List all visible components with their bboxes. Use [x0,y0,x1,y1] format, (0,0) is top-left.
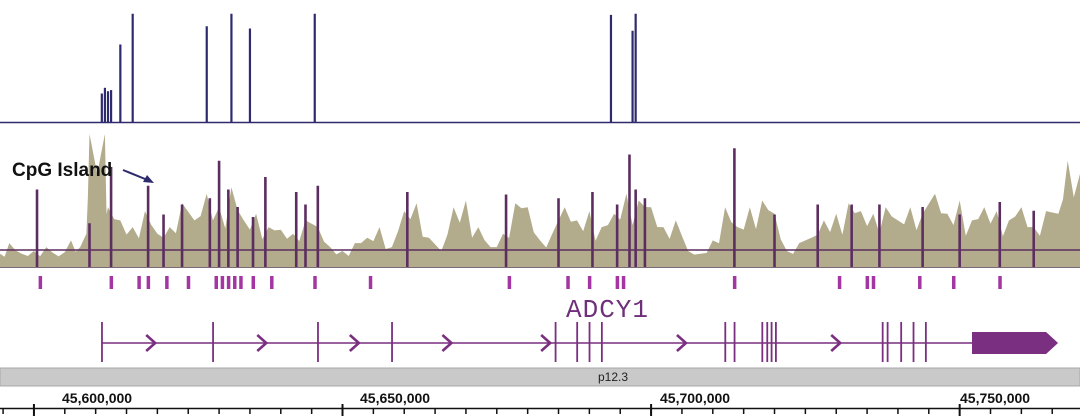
coordinate-label-2: 45,650,000 [360,390,430,406]
strand-arrow-icon [441,334,454,352]
strand-arrow-icon [830,334,843,352]
gene-exon [761,322,764,362]
feature-marker [951,276,956,289]
strand-arrow-icon [145,334,158,352]
feature-marker [226,276,231,289]
feature-marker [621,276,626,289]
feature-marker [865,276,870,289]
gene-exon [766,322,769,362]
gene-exon [774,322,777,362]
strand-arrow-icon [348,334,361,352]
gene-exon [576,322,579,362]
feature-marker [38,276,43,289]
gene-exon [588,322,591,362]
coordinate-label-3: 45,700,000 [660,390,730,406]
gene-direction-arrows [145,334,843,352]
feature-marker [214,276,218,289]
top-peaks [100,13,637,122]
ruler-minor-ticks [2,409,1053,414]
gene-name-label: ADCY1 [566,295,649,325]
gene-exon [770,322,773,362]
strand-arrow-icon [540,334,553,352]
gene-exon [317,322,319,362]
feature-marker [220,276,225,289]
feature-marker [566,276,570,289]
cytoband-bar [0,367,1080,387]
gene-exon [101,322,103,362]
cpg-island-annotation: CpG Island [12,160,154,183]
coordinate-ruler: 45,600,000 45,650,000 45,700,000 45,750,… [0,390,1080,416]
feature-marker [837,276,842,289]
strand-arrow-icon [676,334,688,352]
feature-marker [313,276,317,289]
gene-exon [724,322,727,362]
gene-exon [924,322,927,362]
feature-marker [615,276,620,289]
gene-exon [733,322,736,362]
feature-marker [732,276,737,289]
top-peak-track [0,13,1080,124]
feature-marker [871,276,876,289]
cpg-arrowhead-icon [143,175,154,183]
feature-marker [165,276,169,289]
coverage-area [0,134,1080,267]
gene-exon [886,322,889,362]
cytoband-label: p12.3 [598,370,628,384]
gene-exon [391,322,393,362]
feature-marker [109,276,114,289]
feature-marker [270,276,274,289]
coordinate-label-1: 45,600,000 [62,390,132,406]
coordinate-label-4: 45,750,000 [960,390,1030,406]
feature-marker [587,276,592,289]
gene-track: ADCY1 [101,295,1059,362]
cytoband-track: p12.3 [0,367,1080,387]
feature-marker [239,276,243,289]
gene-exon [600,322,603,362]
feature-marker [233,276,237,289]
coverage-track [0,134,1080,268]
feature-marker [186,276,191,289]
gene-exon [881,322,884,362]
gene-exons [101,322,1059,362]
gene-exon [554,322,557,362]
feature-marker [998,276,1002,289]
feature-marker [146,276,151,289]
strand-arrow-icon [256,334,269,352]
feature-marker [368,276,373,289]
feature-marker [507,276,512,289]
cpg-island-label: CpG Island [12,160,112,181]
ruler-major-ticks [32,404,961,416]
gene-exon-terminal [972,332,1059,354]
gene-exon [900,322,903,362]
gene-exon [212,322,214,362]
feature-marker [137,276,141,289]
feature-marker [251,276,256,289]
feature-marker [918,276,922,289]
signal-spikes [35,148,1036,267]
gene-exon [912,322,915,362]
feature-marker-track [38,276,1002,289]
